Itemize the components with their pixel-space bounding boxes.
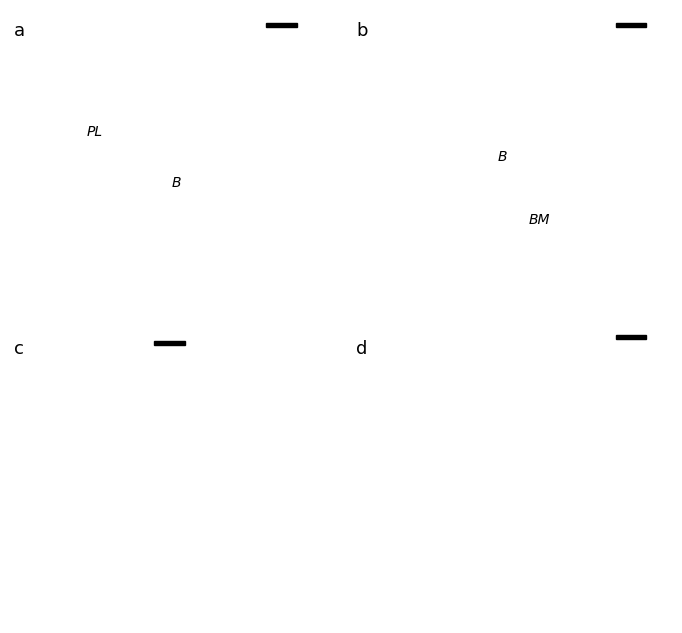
Text: a: a xyxy=(14,22,25,40)
Text: PL: PL xyxy=(87,125,103,139)
Bar xyxy=(267,23,297,27)
Text: BM: BM xyxy=(529,213,550,227)
Text: B: B xyxy=(172,175,181,190)
Text: c: c xyxy=(14,340,23,358)
Text: b: b xyxy=(356,22,368,40)
Text: d: d xyxy=(356,340,368,358)
Bar xyxy=(616,23,647,27)
Bar xyxy=(616,335,647,339)
Text: B: B xyxy=(497,151,507,165)
Bar xyxy=(154,341,185,345)
